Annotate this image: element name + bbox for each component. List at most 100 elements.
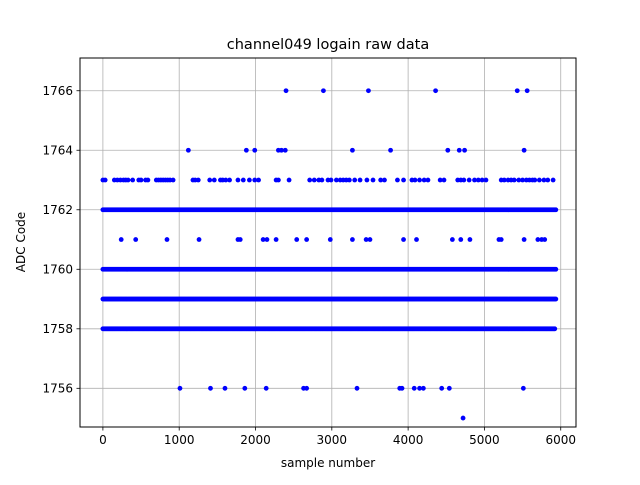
data-point (208, 385, 213, 391)
data-point (433, 88, 438, 94)
x-tick-label: 5000 (469, 433, 500, 447)
data-point (211, 177, 217, 183)
data-point (501, 177, 507, 183)
data-point (321, 88, 326, 94)
data-point (170, 177, 176, 183)
data-point (514, 88, 520, 94)
data-point (532, 177, 538, 183)
data-point (264, 237, 270, 242)
data-point (346, 177, 352, 183)
data-point (411, 385, 417, 391)
data-point (367, 237, 373, 242)
data-point (263, 385, 269, 391)
data-point (307, 177, 313, 183)
data-point (516, 177, 522, 183)
data-point (185, 147, 191, 153)
data-point (542, 237, 548, 242)
data-point (417, 177, 422, 183)
data-point (125, 177, 131, 183)
data-point (130, 177, 136, 183)
data-point (352, 177, 358, 183)
data-point (223, 177, 229, 183)
data-point (421, 177, 427, 183)
data-point (552, 326, 558, 332)
x-tick-label: 2000 (240, 433, 271, 447)
data-point (363, 237, 369, 242)
data-point (354, 385, 360, 391)
data-point (282, 147, 288, 153)
data-point (327, 237, 333, 242)
data-point (276, 177, 281, 183)
data-point (445, 147, 451, 153)
data-point (196, 237, 202, 242)
data-point (237, 237, 243, 242)
data-point (395, 177, 400, 183)
data-point (319, 177, 325, 183)
data-point (545, 177, 551, 183)
data-point (328, 177, 334, 183)
data-point (446, 385, 452, 391)
data-point (177, 385, 183, 391)
data-point (222, 385, 228, 391)
data-point (401, 237, 406, 242)
x-tick-label: 4000 (393, 433, 424, 447)
data-point (535, 237, 541, 242)
data-point (227, 177, 232, 183)
data-point (541, 177, 547, 183)
y-tick-label: 1764 (42, 144, 73, 158)
data-point (286, 177, 292, 183)
data-point (256, 177, 261, 183)
data-points (100, 88, 559, 421)
data-point (357, 177, 363, 183)
data-point (102, 177, 108, 183)
data-point (441, 177, 447, 183)
data-point (475, 177, 481, 183)
data-point (133, 237, 139, 242)
data-point (240, 177, 246, 183)
data-point (460, 415, 466, 421)
y-tick-label: 1758 (42, 322, 73, 336)
data-point (138, 177, 144, 183)
x-tick-label: 3000 (317, 433, 348, 447)
data-point (437, 177, 443, 183)
data-point (370, 177, 376, 183)
x-tick-label: 6000 (545, 433, 576, 447)
data-point (472, 177, 477, 183)
data-point (420, 385, 426, 391)
data-point (333, 177, 339, 183)
data-point (449, 237, 455, 242)
data-point (467, 237, 473, 242)
data-point (260, 237, 266, 242)
data-point (536, 177, 542, 183)
x-axis-label: sample number (281, 456, 375, 470)
y-tick-label: 1756 (42, 382, 73, 396)
data-point (479, 177, 485, 183)
data-point (350, 237, 355, 242)
data-point (247, 177, 252, 183)
data-point (520, 177, 525, 183)
data-point (195, 177, 201, 183)
data-point (350, 147, 355, 153)
data-point (458, 237, 464, 242)
data-point (399, 385, 405, 391)
y-tick-label: 1766 (42, 84, 73, 98)
data-point (550, 177, 556, 183)
data-point (462, 147, 467, 153)
y-tick-label: 1762 (42, 203, 73, 217)
data-point (401, 177, 406, 183)
y-tick-label: 1760 (42, 263, 73, 277)
data-point (466, 177, 472, 183)
data-point (461, 177, 467, 183)
plot-frame (79, 57, 577, 428)
data-point (283, 88, 289, 94)
x-tick-label: 0 (99, 433, 107, 447)
data-point (388, 147, 393, 153)
data-point (273, 237, 279, 242)
data-point (304, 237, 310, 242)
data-point (311, 177, 317, 183)
data-point (417, 385, 422, 391)
data-point (524, 88, 530, 94)
data-point (243, 147, 249, 153)
